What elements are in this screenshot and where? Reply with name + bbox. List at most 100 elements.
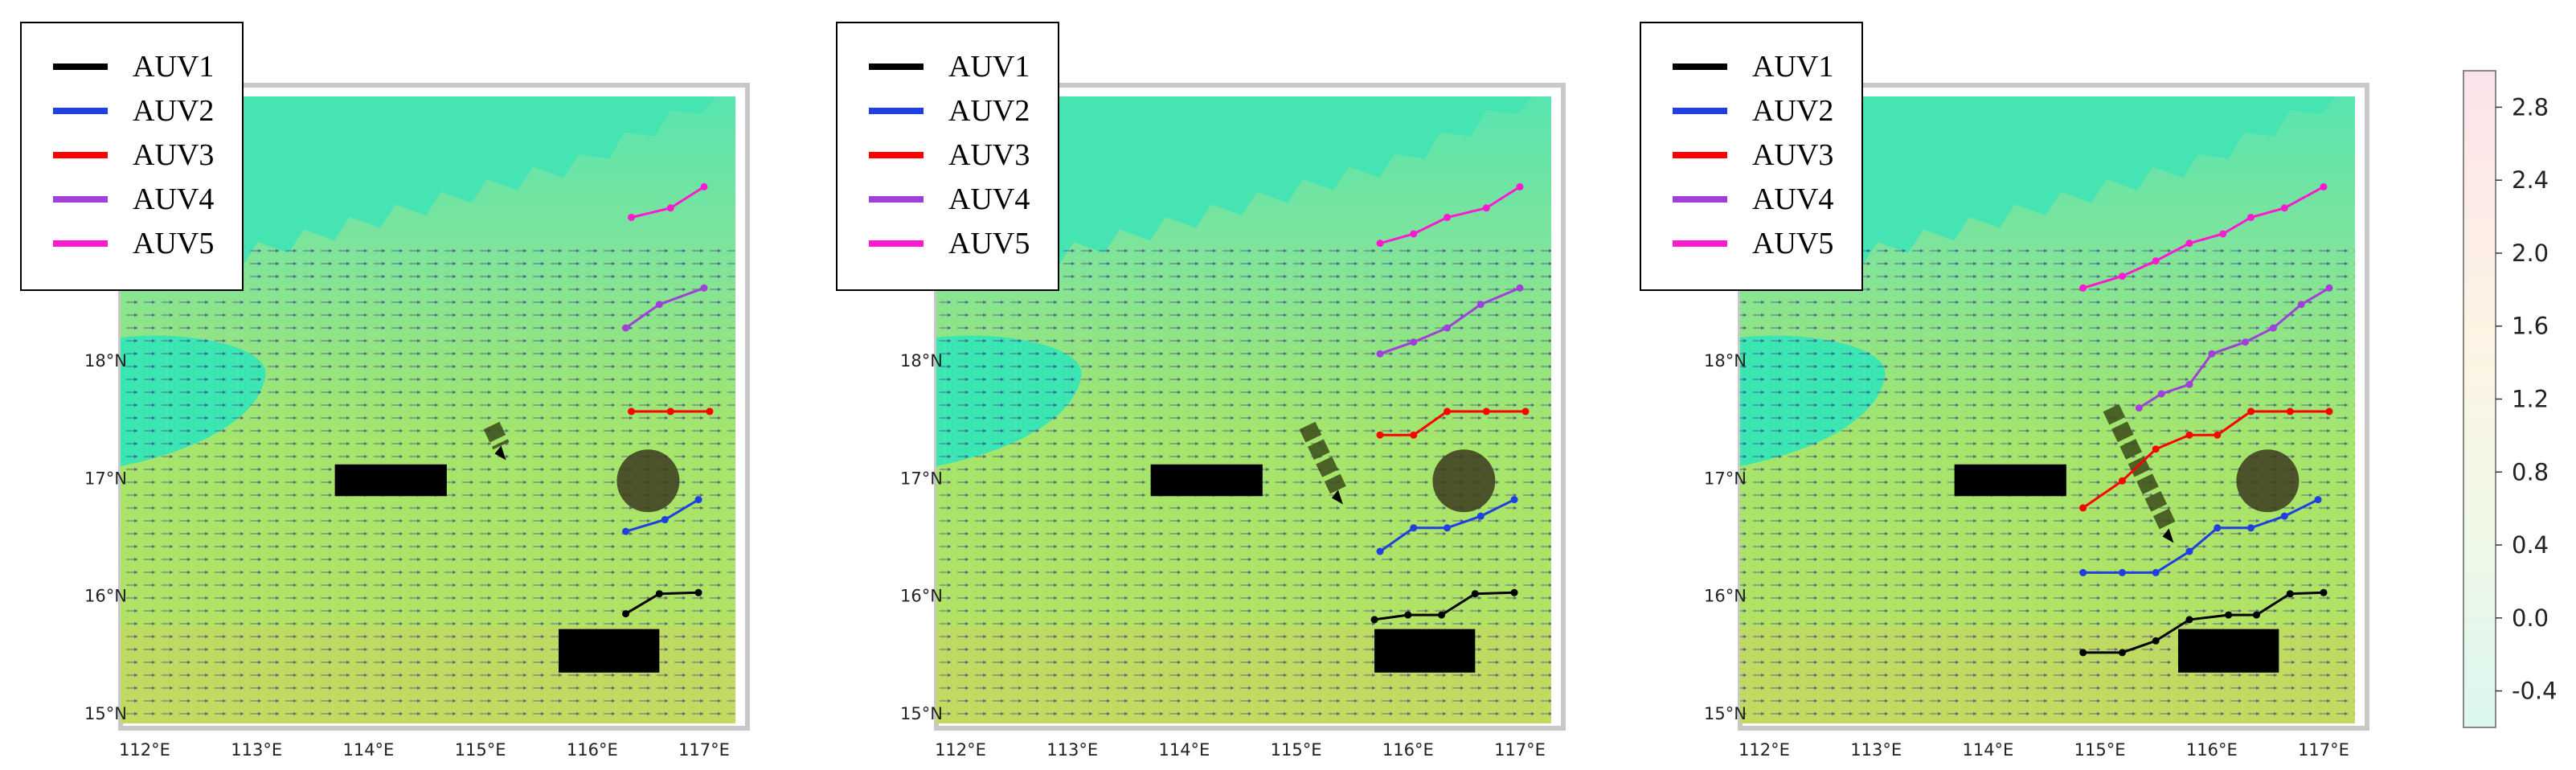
waypoint-auv4 xyxy=(2185,380,2193,388)
legend-label: AUV2 xyxy=(948,94,1030,128)
legend-label: AUV4 xyxy=(948,182,1030,216)
waypoint-auv2 xyxy=(1410,524,1418,532)
drift-column xyxy=(483,421,510,450)
colorbar-tick-label: 0.8 xyxy=(2512,458,2549,485)
colorbar-tick-label: 1.2 xyxy=(2512,386,2549,413)
waypoint-auv5 xyxy=(2185,240,2193,248)
colorbar-tick-label: 2.4 xyxy=(2512,166,2549,194)
trajectory-auv4 xyxy=(2138,287,2330,409)
colorbar-tick-label: 2.8 xyxy=(2512,93,2549,121)
waypoint-auv4 xyxy=(622,324,630,332)
x-tick-label: 115°E xyxy=(2074,740,2126,760)
legend-label: AUV1 xyxy=(948,50,1030,84)
y-tick-label: 17°N xyxy=(1704,469,1747,488)
x-tick-label: 112°E xyxy=(935,740,986,760)
x-tick-label: 116°E xyxy=(2186,740,2238,760)
waypoint-auv2 xyxy=(2247,524,2255,532)
drift-column xyxy=(2103,403,2177,533)
drift-arrowhead xyxy=(494,445,506,461)
waypoint-auv4 xyxy=(1444,324,1452,332)
waypoint-auv3 xyxy=(1444,408,1452,416)
legend-label: AUV2 xyxy=(133,94,214,128)
waypoint-auv3 xyxy=(2214,431,2222,439)
waypoint-auv5 xyxy=(700,182,708,190)
waypoint-auv3 xyxy=(706,408,714,416)
waypoint-auv2 xyxy=(2314,496,2322,504)
legend-label: AUV1 xyxy=(1752,50,1833,84)
obstacle-vortex xyxy=(1432,449,1496,513)
waypoint-auv3 xyxy=(1482,408,1490,416)
map-panel-left: 112°E 113°E 114°E 115°E 116°E 117°E 15°N 16°N 17… xyxy=(20,22,750,760)
waypoint-auv2 xyxy=(2185,547,2193,555)
waypoint-auv3 xyxy=(1410,431,1418,439)
waypoint-auv2 xyxy=(622,527,630,535)
waypoint-auv5 xyxy=(1376,240,1384,248)
waypoint-auv1 xyxy=(694,588,702,596)
waypoint-auv4 xyxy=(700,284,708,292)
panels: 112°E 113°E 114°E 115°E 116°E 117°E 15°N 16°N 17… xyxy=(20,22,2369,760)
map-panel-middle: 112°E 113°E 114°E 115°E 116°E 117°E 15°N 16°N 17… xyxy=(836,22,1566,760)
waypoint-auv3 xyxy=(2286,408,2294,416)
map-panel-right: 112°E 113°E 114°E 115°E 116°E 117°E 15°N 16°N 17… xyxy=(1640,22,2369,760)
waypoint-auv1 xyxy=(2252,611,2260,619)
legend: AUV1 AUV2 AUV3 AUV4 AUV5 xyxy=(20,22,244,291)
waypoint-auv2 xyxy=(1510,496,1518,504)
legend-label: AUV5 xyxy=(948,227,1030,260)
waypoint-auv1 xyxy=(2152,637,2160,645)
legend-label: AUV1 xyxy=(133,50,214,84)
obstacle-rect xyxy=(559,629,660,673)
y-tick-label: 16°N xyxy=(900,587,943,606)
drift-arrowhead xyxy=(2162,528,2174,543)
waypoint-auv1 xyxy=(2225,611,2233,619)
trajectory-auv3 xyxy=(2082,410,2329,510)
waypoint-auv2 xyxy=(1376,547,1384,555)
waypoint-auv5 xyxy=(628,213,636,221)
waypoint-auv5 xyxy=(1444,213,1452,221)
waypoint-auv3 xyxy=(2118,477,2126,485)
drift-column xyxy=(1299,421,1346,494)
waypoint-auv2 xyxy=(694,496,702,504)
x-tick-label: 116°E xyxy=(1382,740,1434,760)
waypoint-auv2 xyxy=(1444,524,1452,532)
waypoint-auv2 xyxy=(2214,524,2222,532)
waypoint-auv3 xyxy=(2325,408,2333,416)
trajectory-auv1 xyxy=(2083,591,2324,654)
waypoint-auv1 xyxy=(2286,590,2294,598)
obstacle-rect xyxy=(1954,464,2066,497)
y-tick-label: 18°N xyxy=(84,351,127,371)
x-tick-label: 116°E xyxy=(567,740,618,760)
waypoint-auv4 xyxy=(1410,338,1418,346)
x-tick-label: 113°E xyxy=(1850,740,1902,760)
waypoint-auv5 xyxy=(666,204,674,212)
waypoint-auv3 xyxy=(1521,408,1530,416)
obstacle-rect xyxy=(1150,464,1263,497)
x-tick-label: 115°E xyxy=(455,740,506,760)
colorbar-gradient xyxy=(2463,70,2496,728)
waypoint-auv1 xyxy=(1510,588,1518,596)
waypoint-auv1 xyxy=(1438,611,1446,619)
legend-label: AUV5 xyxy=(133,227,214,260)
legend-label: AUV3 xyxy=(948,138,1030,172)
legend-label: AUV5 xyxy=(1752,227,1833,260)
colorbar-tick-label: 0.0 xyxy=(2512,604,2549,632)
y-tick-label: 17°N xyxy=(900,469,943,488)
waypoint-auv1 xyxy=(2185,616,2193,624)
x-tick-label: 113°E xyxy=(231,740,282,760)
obstacle-rect xyxy=(334,464,447,497)
colorbar: -0.4 0.0 0.4 0.8 1.2 1.6 2.0 2.4 2.8 xyxy=(2463,70,2558,728)
waypoint-auv2 xyxy=(2152,568,2160,576)
colorbar-tick-label: 1.6 xyxy=(2512,313,2549,340)
legend: AUV1 AUV2 AUV3 AUV4 AUV5 xyxy=(1640,22,1863,291)
waypoint-auv2 xyxy=(1476,512,1485,520)
x-tick-label: 114°E xyxy=(1158,740,1210,760)
waypoint-auv4 xyxy=(2135,404,2143,412)
x-tick-label: 117°E xyxy=(1494,740,1546,760)
waypoint-auv1 xyxy=(2118,649,2126,657)
waypoint-auv3 xyxy=(666,408,674,416)
waypoint-auv4 xyxy=(2208,350,2216,358)
legend-label: AUV3 xyxy=(1752,138,1833,172)
waypoint-auv3 xyxy=(2185,431,2193,439)
waypoint-auv4 xyxy=(1476,301,1485,309)
waypoint-auv1 xyxy=(1471,590,1479,598)
